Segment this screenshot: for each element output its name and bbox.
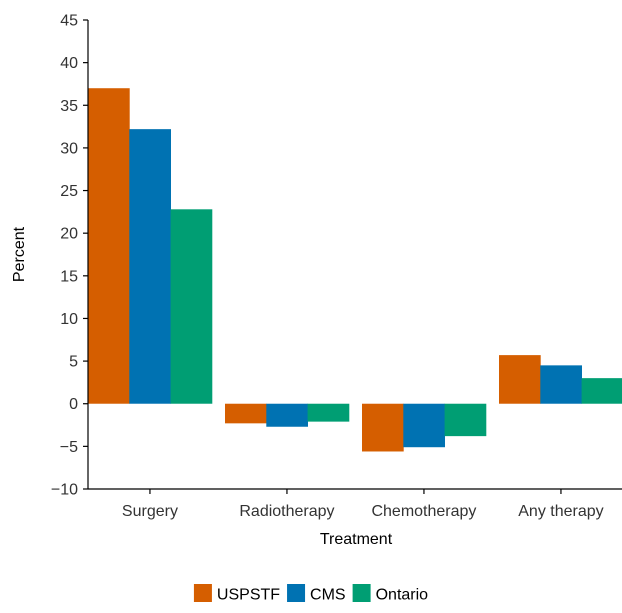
x-axis-ticks: Surgery Radiotherapy Chemotherapy Any thera… <box>122 489 604 520</box>
y-tick-label: 35 <box>60 98 78 115</box>
x-axis-title: Treatment <box>320 531 393 548</box>
legend-label-cms: CMS <box>310 587 346 604</box>
y-axis-title: Percent <box>11 226 28 282</box>
legend-swatch-uspstf <box>193 584 212 602</box>
y-tick-label: 25 <box>60 183 78 200</box>
x-tick-label: Any therapy <box>518 503 603 520</box>
bar-uspstf-radiotherapy <box>225 403 267 424</box>
x-tick-label: Radiotherapy <box>239 503 334 520</box>
y-tick-label: −5 <box>60 439 78 456</box>
legend-label-uspstf: USPSTF <box>217 587 280 604</box>
x-tick-label: Surgery <box>122 503 178 520</box>
y-tick-label: 40 <box>60 55 78 72</box>
x-tick-label: Chemotherapy <box>371 503 476 520</box>
legend-swatch-ontario <box>352 584 371 602</box>
bar-uspstf-surgery <box>88 88 130 404</box>
bar-ontario-any-therapy <box>581 378 622 404</box>
bar-cms-radiotherapy <box>266 403 308 427</box>
y-tick-label: 0 <box>69 396 78 413</box>
bar-cms-any-therapy <box>540 365 582 404</box>
y-axis-ticks: −10 −5 0 5 10 15 20 25 30 35 40 45 <box>51 13 88 499</box>
y-tick-label: −10 <box>51 482 78 499</box>
bar-uspstf-chemotherapy <box>362 403 404 452</box>
bar-ontario-surgery <box>170 209 213 404</box>
bar-ontario-radiotherapy <box>307 403 350 422</box>
legend-swatch-cms <box>287 584 306 602</box>
legend-label-ontario: Ontario <box>376 587 429 604</box>
y-tick-label: 20 <box>60 226 78 243</box>
y-tick-label: 30 <box>60 140 78 157</box>
bar-ontario-chemotherapy <box>444 403 487 437</box>
y-tick-label: 45 <box>60 13 78 30</box>
bar-cms-surgery <box>129 129 171 404</box>
y-tick-label: 10 <box>60 311 78 328</box>
legend: USPSTF CMS Ontario <box>193 584 429 604</box>
y-tick-label: 15 <box>60 268 78 285</box>
y-tick-label: 5 <box>69 354 78 371</box>
bars-group <box>88 88 622 452</box>
bar-uspstf-any-therapy <box>499 355 541 404</box>
bar-cms-chemotherapy <box>403 403 445 448</box>
